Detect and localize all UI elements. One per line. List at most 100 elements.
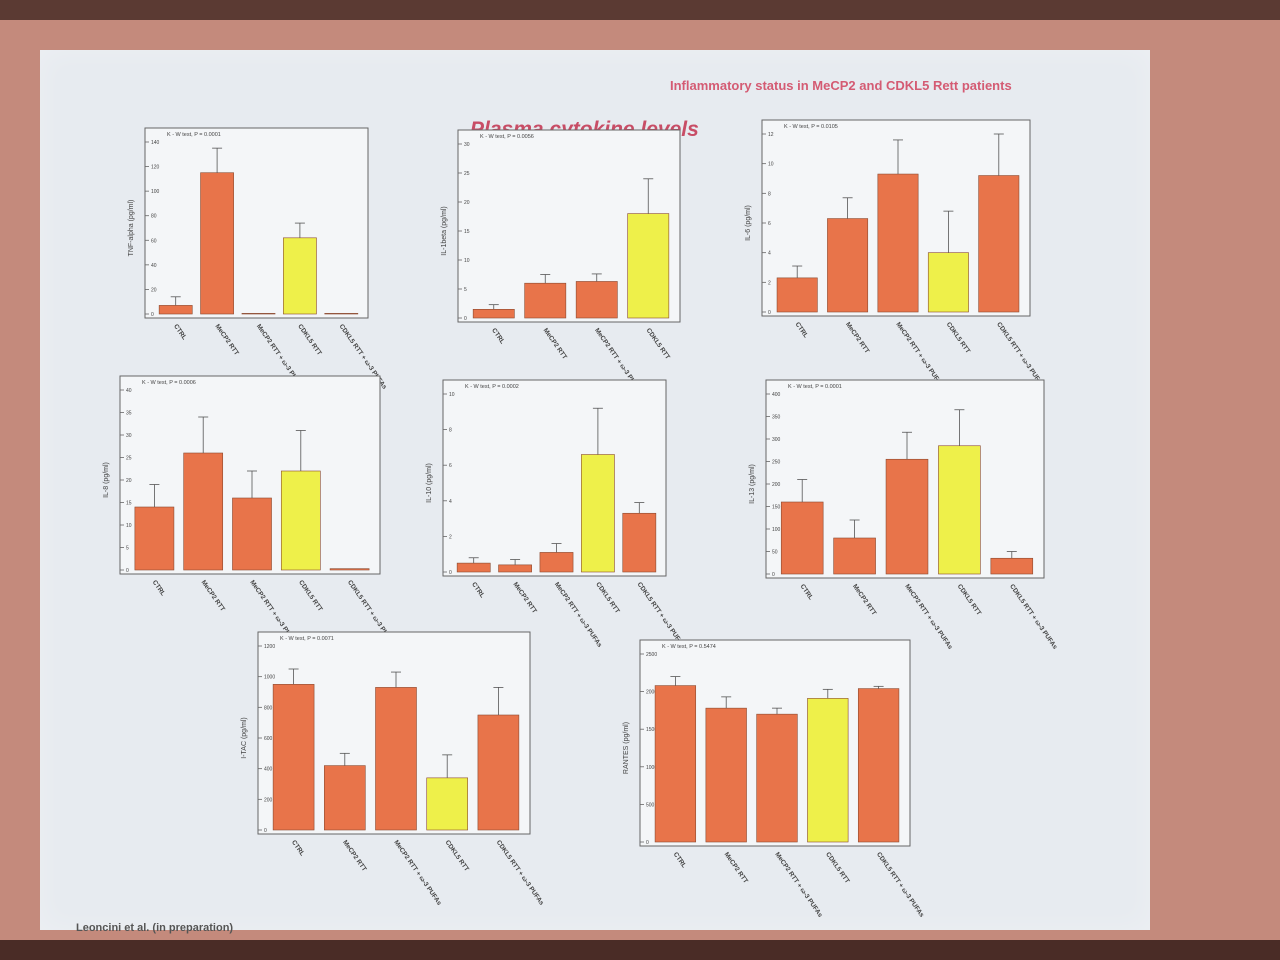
bar [539, 552, 574, 573]
y-tick-label: 6 [768, 221, 771, 227]
y-tick-label: 140 [151, 140, 160, 146]
bar [756, 713, 798, 843]
y-tick-label: 12 [768, 132, 774, 138]
y-tick-label: 8 [768, 191, 771, 197]
bar [472, 308, 515, 319]
stat-label: K - W test, P = 0.0006 [142, 380, 196, 386]
category-label: CTRL [172, 323, 188, 341]
y-tick-label: 0 [151, 312, 154, 318]
y-axis-label: IL-10 (pg/ml) [426, 463, 433, 503]
y-axis-label: I-TAC (pg/ml) [241, 717, 248, 758]
y-axis-label: IL-6 (pg/ml) [745, 205, 752, 241]
y-tick-label: 200 [772, 482, 781, 488]
y-tick-label: 1500 [646, 727, 657, 733]
bar [780, 501, 824, 575]
y-tick-label: 30 [126, 433, 132, 439]
chart-4: 0 5 10 15 20 25 30 35 40 K - W test, P = 0.0006 IL… [103, 375, 396, 647]
bar [575, 281, 618, 319]
y-axis-label: IL-8 (pg/ml) [103, 462, 110, 498]
stat-label: K - W test, P = 0.0001 [167, 132, 221, 138]
category-label: MeCP2 RTT + ω-3 PUFAs [392, 839, 442, 907]
bar [324, 313, 359, 315]
bar [272, 684, 315, 831]
bar [705, 707, 747, 843]
y-tick-label: 25 [464, 171, 470, 177]
y-tick-label: 120 [151, 165, 160, 171]
category-label: CDKL5 RTT + ω-3 PUFAs [1008, 583, 1058, 651]
chart-2: 0 5 10 15 20 25 30 K - W test, P = 0.0056 IL-1be… [441, 129, 681, 395]
category-label: CTRL [672, 851, 688, 869]
stat-label: K - W test, P = 0.5474 [662, 644, 716, 650]
category-label: CDKL5 RTT + ω-3 PUFAs [995, 321, 1045, 389]
y-tick-label: 40 [151, 263, 157, 269]
y-tick-label: 350 [772, 415, 781, 421]
bar [938, 445, 981, 575]
bar [241, 313, 276, 315]
y-axis-label: IL-1beta (pg/ml) [441, 206, 448, 255]
slide-header: Inflammatory status in MeCP2 and CDKL5 R… [670, 78, 1012, 93]
y-tick-label: 4 [449, 499, 452, 505]
stat-label: K - W test, P = 0.0105 [784, 124, 838, 130]
category-label: CDKL5 RTT + ω-3 PUFAs [636, 581, 686, 649]
y-tick-label: 15 [126, 501, 132, 507]
category-label: MeCP2 RTT + ω-3 PUFAs [894, 321, 944, 389]
category-label: MeCP2 RTT [851, 583, 877, 617]
bar [990, 557, 1034, 575]
category-label: CDKL5 RTT + ω-3 PUFAs [875, 851, 925, 919]
bar [857, 688, 900, 843]
y-tick-label: 2000 [646, 690, 657, 696]
bar [654, 685, 697, 843]
category-label: MeCP2 RTT [723, 851, 749, 885]
category-label: MeCP2 RTT [844, 321, 870, 355]
y-tick-label: 5 [464, 287, 467, 293]
category-label: MeCP2 RTT [213, 323, 239, 357]
stat-label: K - W test, P = 0.0056 [480, 134, 534, 140]
category-label: MeCP2 RTT + ω-3 PUFAs [553, 581, 603, 649]
y-tick-label: 10 [464, 258, 470, 264]
y-tick-label: 1000 [646, 765, 657, 771]
category-label: CDKL5 RTT [956, 583, 982, 617]
bar [927, 252, 969, 313]
category-label: CTRL [151, 579, 167, 597]
bar [280, 470, 321, 571]
category-label: CDKL5 RTT [945, 321, 971, 355]
y-tick-label: 60 [151, 238, 157, 244]
category-label: CDKL5 RTT [594, 581, 620, 615]
chart-3: 0 2 4 6 8 10 12 K - W test, P = 0.0105 IL-6 (pg/… [745, 119, 1046, 389]
y-tick-label: 30 [464, 142, 470, 148]
category-label: CTRL [290, 839, 306, 857]
bar [283, 237, 317, 315]
bar [627, 213, 670, 319]
y-tick-label: 5 [126, 546, 129, 552]
y-tick-label: 250 [772, 460, 781, 466]
bar [524, 282, 567, 319]
y-tick-label: 0 [646, 840, 649, 846]
y-tick-label: 40 [126, 388, 132, 394]
y-tick-label: 400 [264, 767, 273, 773]
y-tick-label: 25 [126, 456, 132, 462]
y-tick-label: 6 [449, 463, 452, 469]
y-tick-label: 80 [151, 214, 157, 220]
y-tick-label: 4 [768, 251, 771, 257]
category-label: CTRL [794, 321, 810, 339]
chart-7: 0 200 400 600 800 1000 1200 K - W test, P = 0.0… [241, 631, 545, 907]
y-tick-label: 2 [449, 534, 452, 540]
bar [324, 765, 366, 831]
stat-label: K - W test, P = 0.0071 [280, 636, 334, 642]
y-tick-label: 0 [126, 568, 129, 574]
y-tick-label: 500 [646, 802, 655, 808]
bar [456, 562, 491, 573]
category-label: CDKL5 RTT [444, 839, 470, 873]
y-tick-label: 0 [772, 572, 775, 578]
y-tick-label: 600 [264, 736, 273, 742]
bar [807, 698, 849, 843]
chart-8: 0 500 1000 1500 2000 2500 K - W test, P = 0.54… [623, 639, 925, 919]
category-label: CTRL [490, 327, 506, 345]
y-tick-label: 100 [151, 189, 160, 195]
category-label: CDKL5 RTT [296, 323, 322, 357]
category-label: CDKL5 RTT [297, 579, 323, 613]
category-label: CDKL5 RTT + ω-3 PUFAs [495, 839, 545, 907]
y-tick-label: 10 [768, 162, 774, 168]
y-tick-label: 15 [464, 229, 470, 235]
